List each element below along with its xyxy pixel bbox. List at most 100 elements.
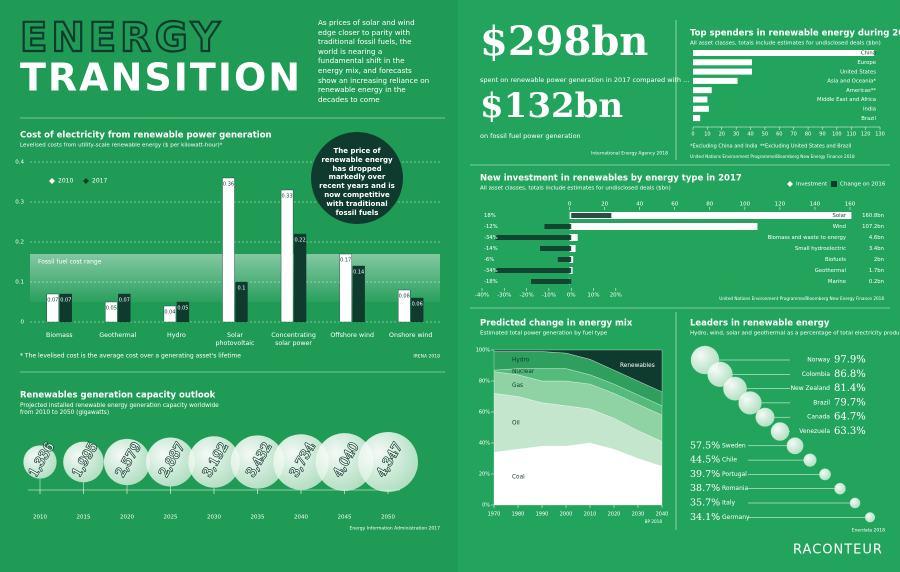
bar xyxy=(571,213,612,218)
bubble xyxy=(103,438,151,486)
bar xyxy=(339,253,352,323)
x-tick-label: 2030 xyxy=(632,512,645,518)
data-label: 0.08 xyxy=(399,294,410,300)
x2-tick-label: 10% xyxy=(587,293,599,299)
x-tick-label: 2030 xyxy=(207,515,221,521)
footnote: * The levelised cost is the average cost… xyxy=(20,353,241,360)
bubble xyxy=(786,437,804,455)
y-tick-label: 0.3 xyxy=(15,200,24,206)
legend-swatch xyxy=(831,181,837,187)
data-label: 107.2bn xyxy=(862,224,884,230)
category-label: United States xyxy=(840,69,876,75)
x2-tick-label: 0% xyxy=(567,293,576,299)
x-tick-label: Offshore wind xyxy=(330,332,374,339)
category-label: Sweden xyxy=(722,442,746,449)
category-label: Canada xyxy=(807,414,830,421)
bar xyxy=(105,301,118,323)
category-label: Portugal xyxy=(722,471,747,478)
bubble xyxy=(803,453,817,467)
data-label: 0.2bn xyxy=(869,279,884,285)
band-label: Fossil fuel cost range xyxy=(38,259,102,266)
change-label: 18% xyxy=(484,213,496,219)
area xyxy=(493,349,663,393)
change-label: -34% xyxy=(484,235,498,241)
change-label: -12% xyxy=(484,224,498,230)
x-tick-label: 160 xyxy=(845,202,856,208)
bar xyxy=(163,305,177,323)
bubble xyxy=(188,436,240,488)
bar xyxy=(693,59,752,66)
data-label: 1.7bn xyxy=(869,268,884,274)
data-label: 0.36 xyxy=(223,182,234,188)
series-label: Nuclear xyxy=(512,369,535,375)
category-label: Brazil xyxy=(813,399,830,406)
change-label: -14% xyxy=(484,246,498,252)
legend-label: Investment xyxy=(796,182,828,188)
footnote: **Excluding United States and Brazil xyxy=(760,144,851,150)
source: IRENA 2018 xyxy=(413,354,440,360)
data-label: 0.07 xyxy=(119,298,130,304)
y-tick-label: 80% xyxy=(479,379,490,385)
data-label: 97.9% xyxy=(834,355,866,366)
x-tick-label: 40 xyxy=(747,132,753,138)
bubble xyxy=(230,435,285,489)
bar xyxy=(495,235,572,240)
x-tick-label: 2000 xyxy=(560,512,573,518)
category-label: Asia and Oceania* xyxy=(827,79,876,85)
chart-title: Top spenders in renewable energy during … xyxy=(690,29,900,39)
bubble xyxy=(849,497,861,509)
data-label: 0.1 xyxy=(238,286,246,292)
x-tick-label: 2010 xyxy=(33,515,47,521)
chart-title: Renewables generation capacity outlook xyxy=(20,391,216,401)
data-label: 39.7% xyxy=(690,469,720,480)
x2-tick-label: 20% xyxy=(610,293,622,299)
source: Energy Information Administration 2017 xyxy=(350,526,441,532)
source: Enerdata 2018 xyxy=(852,528,885,534)
bubble xyxy=(864,512,876,523)
x-tick-label: 60 xyxy=(776,132,782,138)
x-tick-label: Concentrating solar power xyxy=(271,332,316,347)
category-label: Solar xyxy=(833,213,847,219)
x-tick-label: 2020 xyxy=(608,512,621,518)
x-tick-label: 110 xyxy=(846,132,856,138)
bar xyxy=(280,189,294,323)
category-label: Geothermal xyxy=(815,268,846,274)
data-label: 64.7% xyxy=(834,412,866,423)
footnote: *Excluding China and India xyxy=(690,144,757,150)
bar xyxy=(118,293,131,323)
x2-tick-label: -30% xyxy=(497,293,511,299)
bubble xyxy=(707,361,733,387)
x-tick-label: 0 xyxy=(691,132,694,138)
x-tick-label: 2040 xyxy=(294,515,308,521)
bubble xyxy=(834,482,846,495)
x-tick-label: 120 xyxy=(775,202,786,208)
category-label: Romania xyxy=(722,485,749,492)
category-label: Middle East and Africa xyxy=(817,97,876,103)
big-number: $298bn xyxy=(480,18,648,65)
x-tick-label: 100 xyxy=(740,202,751,208)
series-label: Gas xyxy=(512,383,523,389)
series-label: Coal xyxy=(512,475,525,481)
chart-title: Predicted change in energy mix xyxy=(480,319,633,329)
bar xyxy=(569,234,578,241)
bar xyxy=(293,233,307,323)
x-tick-label: 40 xyxy=(636,202,643,208)
chart-subtitle: Estimated total power generation by fuel… xyxy=(480,331,608,337)
bar xyxy=(693,77,738,84)
data-label: 0.17 xyxy=(340,258,351,264)
data-label: 160.8bn xyxy=(862,213,884,219)
data-label: 38.7% xyxy=(690,483,720,494)
category-label: Marine xyxy=(828,279,846,285)
data-label: 0.14 xyxy=(353,270,364,276)
x-tick-label: Biomass xyxy=(46,332,73,339)
x-tick-label: 130 xyxy=(875,132,885,138)
caption: on fossil fuel power generation xyxy=(480,132,581,140)
x-tick-label: 70 xyxy=(791,132,797,138)
data-label: 44.5% xyxy=(690,455,720,466)
data-label: 0.05 xyxy=(106,306,117,312)
change-label: -6% xyxy=(484,257,494,263)
series-label: Oil xyxy=(512,420,520,426)
x-tick-label: 2025 xyxy=(164,515,178,521)
y-tick-label: 0% xyxy=(482,503,490,509)
